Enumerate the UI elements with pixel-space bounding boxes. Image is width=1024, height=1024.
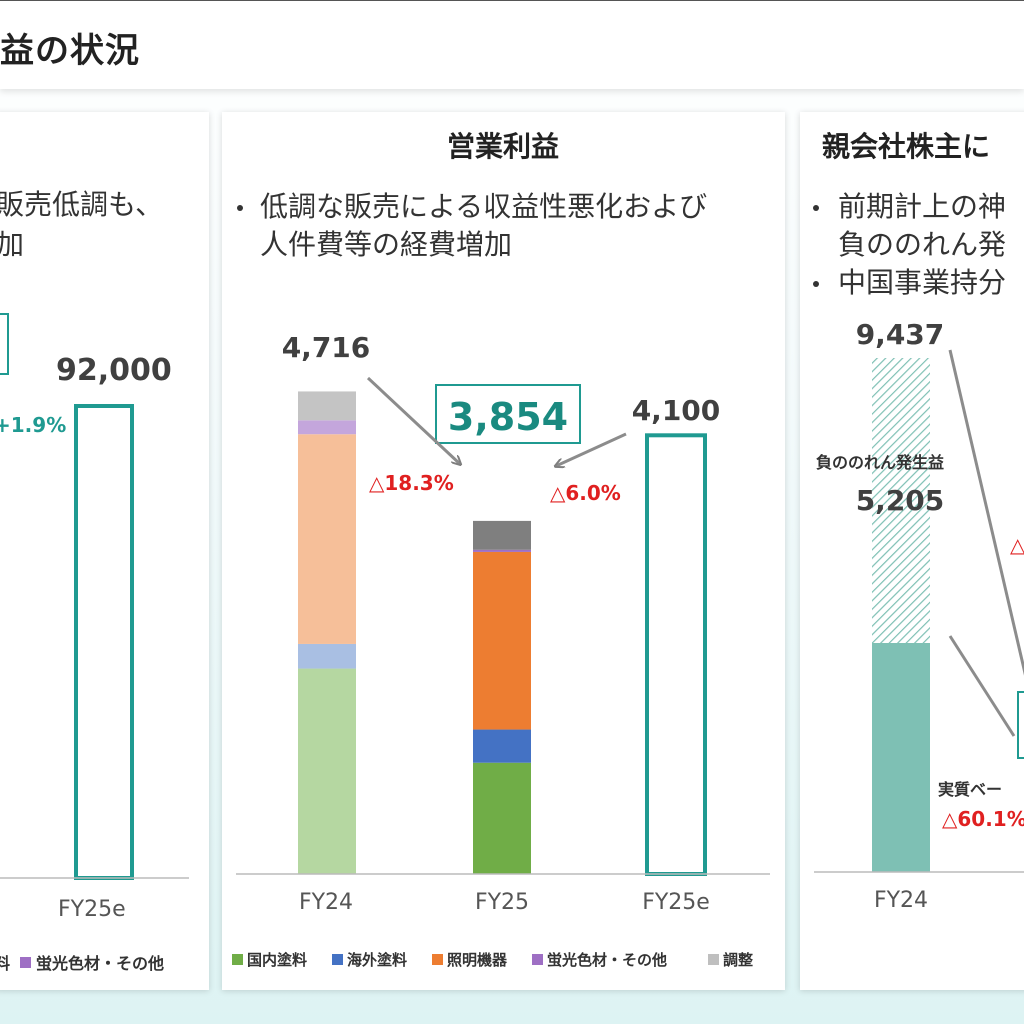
bar-segment-fy24-lighting <box>298 434 356 644</box>
x-label-fy25e: FY25e <box>642 890 710 915</box>
page-title: 益の状況 <box>0 31 140 71</box>
arrow-line-1 <box>948 349 1024 676</box>
base-pct-label: △60.1% <box>942 807 1024 831</box>
x-label-fy24: FY24 <box>874 888 928 913</box>
pct-label: +1.9% <box>0 413 66 437</box>
bullet-dot <box>237 205 243 211</box>
bullet-dot-2 <box>813 281 819 287</box>
change-label-fy25e: △6.0% <box>550 481 621 505</box>
panel-net-income: 親会社株主に 前期計上の神 負ののれん発 中国事業持分 9,437 負ののれん発… <box>800 112 1024 990</box>
total-label-fy25e: 4,100 <box>632 394 721 427</box>
highlight-box <box>1017 691 1024 759</box>
panel-title: 営業利益 <box>447 130 559 163</box>
bar-segment-fy25-domestic <box>473 762 531 874</box>
base-value-label: 5,205 <box>856 484 945 517</box>
legend-fragment: 料 <box>0 954 10 973</box>
bullet-dot-1 <box>813 205 819 211</box>
bars <box>298 391 707 876</box>
goodwill-label: 負ののれん発生益 <box>816 453 944 472</box>
total-label-fy24: 4,716 <box>282 331 371 364</box>
base-label: 実質ベー <box>938 780 1002 799</box>
legend-label-adjustment: 調整 <box>723 951 753 969</box>
x-label-fy25: FY25 <box>475 890 529 915</box>
legend: 国内塗料 海外塗料 照明機器 蛍光色材・その他 調整 <box>232 951 753 969</box>
legend-label: 蛍光色材・その他 <box>36 954 164 973</box>
bullet-line-1: 低調な販売による収益性悪化および <box>260 190 707 223</box>
panel-title: 親会社株主に <box>822 130 990 163</box>
bar-segment-fy25-lighting <box>473 551 531 730</box>
legend-label-lighting: 照明機器 <box>447 951 508 969</box>
legend-swatch-overseas <box>332 954 343 965</box>
arrow-line-2 <box>948 635 1016 737</box>
total-label: 9,437 <box>856 318 945 351</box>
bar-segment-fy25-overseas <box>473 729 531 763</box>
change-fragment: △ <box>1010 533 1024 557</box>
highlight-box <box>0 313 9 375</box>
legend-label-fluorescent: 蛍光色材・その他 <box>547 951 667 969</box>
legend-swatch <box>20 957 31 968</box>
bullet-line-3: 中国事業持分 <box>838 266 1006 299</box>
bar-segment-fy24-fluorescent <box>298 420 356 435</box>
bullet-line-1: 販売低調も、 <box>0 188 163 221</box>
arrow-fy24-to-fy25 <box>366 376 460 464</box>
header: 益の状況 <box>0 0 1024 89</box>
bar-goodwill-hatched <box>872 358 930 643</box>
bar-segment-fy25-fluorescent <box>473 549 531 552</box>
bar-segment-fy25-adjustment <box>473 520 531 550</box>
panel-operating-profit: 営業利益 低調な販売による収益性悪化および 人件費等の経費増加 4,716 3,… <box>222 112 785 990</box>
x-label-fy25e: FY25e <box>58 897 126 922</box>
legend-swatch-fluorescent <box>532 954 543 965</box>
bar-segment-fy24-overseas <box>298 643 356 669</box>
total-label-fy25: 3,854 <box>448 395 568 439</box>
panel-net-sales: 販売低調も、 加 92,000 +1.9% FY25e 料 蛍光色材・その他 <box>0 112 209 990</box>
bar-segment-fy24-domestic <box>298 668 356 874</box>
arrow-fy25e-to-fy25 <box>556 432 627 466</box>
total-box-fy25 <box>435 384 581 444</box>
bullet-line-2: 加 <box>0 228 24 261</box>
legend-swatch-lighting <box>432 954 443 965</box>
value-label: 92,000 <box>56 353 172 388</box>
bar-fy25e <box>74 404 134 880</box>
legend-label-domestic: 国内塗料 <box>247 951 307 969</box>
bullet-line-1: 前期計上の神 <box>838 190 1006 223</box>
bar-base <box>872 643 930 872</box>
bar-segment-fy24-adjustment <box>298 391 356 421</box>
change-label-fy24: △18.3% <box>369 471 454 495</box>
bullet-line-2: 負ののれん発 <box>838 228 1006 261</box>
legend-swatch-domestic <box>232 954 243 965</box>
legend-swatch-adjustment <box>708 954 719 965</box>
legend-label-overseas: 海外塗料 <box>347 951 407 969</box>
bullet-line-2: 人件費等の経費増加 <box>260 228 512 261</box>
x-label-fy24: FY24 <box>299 890 353 915</box>
bar-fy25e-outline <box>645 433 707 876</box>
